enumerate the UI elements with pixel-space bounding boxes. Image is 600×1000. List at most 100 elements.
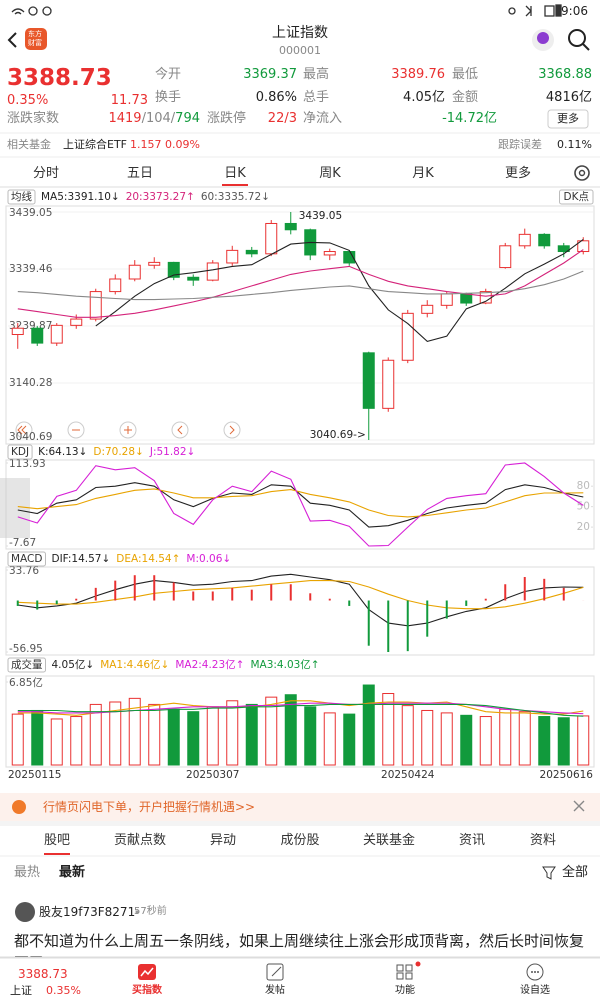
series-line: [17, 462, 584, 547]
candle-body: [538, 233, 551, 247]
content-tab-active[interactable]: 股吧: [43, 833, 71, 848]
y-tick-label: -56.95: [9, 643, 43, 655]
stat-value: 0.86%: [255, 90, 297, 105]
bottom-icons[interactable]: [138, 961, 544, 981]
bottom-change: 0.35%: [46, 984, 81, 997]
up-count: 1419: [108, 111, 142, 126]
volume-bar: [31, 709, 44, 766]
y-tick-label: -7.67: [9, 537, 36, 549]
legend-entry: K:64.13↓: [38, 446, 87, 458]
content-tab[interactable]: 关联基金: [362, 833, 416, 848]
legend-entry: MA1:4.46亿↓: [100, 658, 169, 671]
badge-box: [559, 189, 594, 205]
series-line: [17, 573, 584, 627]
y-tick-label: 3040.69: [9, 431, 52, 443]
volume-bar: [50, 718, 63, 766]
volume-bar: [245, 703, 258, 766]
candle-body: [226, 249, 239, 264]
settings-icon[interactable]: [574, 165, 590, 181]
volume-bar: [70, 716, 83, 766]
post-text[interactable]: 都不知道为什么上周五一条阴线，如果上周继续往上涨会形成顶背离，然后长时间恢复不了: [14, 932, 585, 957]
gap: [0, 821, 600, 826]
volume-bar: [89, 703, 102, 766]
page-title: 上证指数: [272, 25, 328, 41]
volume-bar: [343, 713, 356, 766]
period-tab[interactable]: 周K: [319, 166, 341, 181]
filter[interactable]: 全部: [562, 865, 589, 880]
candle-body: [323, 251, 336, 256]
content-tab[interactable]: 资讯: [458, 833, 486, 848]
bottom-item[interactable]: 功能: [395, 985, 415, 996]
banner-text[interactable]: 行情页闪电下单，开户把握行情机遇>>: [43, 800, 256, 814]
content-tab[interactable]: 成份股: [280, 833, 320, 848]
stat-value: 4816亿: [545, 90, 592, 105]
legend-title-box: [7, 189, 36, 205]
legend-title-box: [7, 444, 33, 460]
sort-option[interactable]: 最热: [14, 865, 41, 880]
legend-entry: MA2:4.23亿↑: [175, 658, 244, 671]
post-time-text: 57秒前: [134, 906, 167, 917]
stat-label: 最高: [303, 67, 330, 82]
x-tick-label: 20250616: [540, 769, 594, 781]
fund-name[interactable]: 上证综合ETF: [63, 138, 127, 151]
stat-label: 总手: [303, 90, 330, 105]
flat-count: 104: [145, 111, 171, 126]
series-line: [17, 580, 584, 610]
more-button-label[interactable]: 更多: [557, 112, 579, 125]
volume-bar: [499, 708, 512, 766]
volume-bar: [167, 708, 180, 766]
tracking-value: 0.11%: [557, 138, 592, 151]
bottom-item[interactable]: 设自选: [520, 985, 550, 996]
content-tab[interactable]: 资料: [529, 833, 557, 848]
user-avatar[interactable]: [15, 902, 35, 922]
volume-bar: [226, 700, 239, 766]
search-icon[interactable]: [568, 29, 586, 47]
legend-entry: 20:3373.27↑: [126, 191, 195, 203]
content-tab[interactable]: 异动: [209, 833, 237, 848]
period-tab[interactable]: 分时: [32, 166, 60, 181]
inflow-value: -14.72亿: [442, 111, 497, 126]
bottom-item[interactable]: 发帖: [265, 985, 285, 996]
bottom-item[interactable]: 买指数: [132, 985, 162, 996]
period-tab[interactable]: 更多: [504, 166, 532, 181]
x-tick-label: 20250424: [381, 769, 435, 781]
more-button[interactable]: [547, 109, 589, 129]
period-tab-active[interactable]: 日K: [224, 166, 246, 181]
fund-change: 0.09%: [165, 138, 200, 151]
volume-bar: [265, 696, 278, 766]
stock-code: 000001: [279, 44, 321, 57]
content-tab[interactable]: 贡献点数: [113, 833, 167, 848]
volume-bar: [128, 697, 141, 766]
candle-body: [11, 327, 24, 336]
inflow-label: 净流入: [303, 111, 343, 126]
breadth-label: 涨跌家数: [7, 111, 60, 126]
candle-body: [50, 324, 63, 344]
candle-body: [577, 240, 590, 253]
volume-bar: [518, 711, 531, 766]
fund-price: 1.157: [130, 138, 162, 151]
legend-entry: J:51.82↓: [149, 446, 196, 458]
volume-bar: [421, 709, 434, 766]
series-line: [95, 238, 584, 343]
legend-title: MACD: [11, 553, 42, 565]
candle-body: [206, 262, 219, 281]
post-user[interactable]: 股友19f73F8271: [39, 905, 136, 919]
stat-value: 4.05亿: [403, 90, 445, 105]
back-icon[interactable]: [7, 32, 17, 48]
candle-body: [421, 304, 434, 314]
sort-option-active[interactable]: 最新: [59, 865, 86, 880]
stat-label: 金额: [452, 90, 479, 105]
series-line: [17, 249, 584, 318]
legend-title-box: [7, 551, 46, 567]
period-tab[interactable]: 五日: [126, 166, 154, 181]
filter-icon[interactable]: [542, 866, 556, 880]
chart-controls[interactable]: [15, 421, 241, 439]
candle-body: [70, 318, 83, 326]
badge: DK点: [564, 191, 589, 203]
scroll-hint[interactable]: [0, 478, 30, 538]
candle-body: [167, 261, 180, 278]
banner-close[interactable]: [573, 800, 585, 812]
period-tab[interactable]: 月K: [412, 166, 434, 181]
change-pct: 0.35%: [7, 93, 49, 108]
